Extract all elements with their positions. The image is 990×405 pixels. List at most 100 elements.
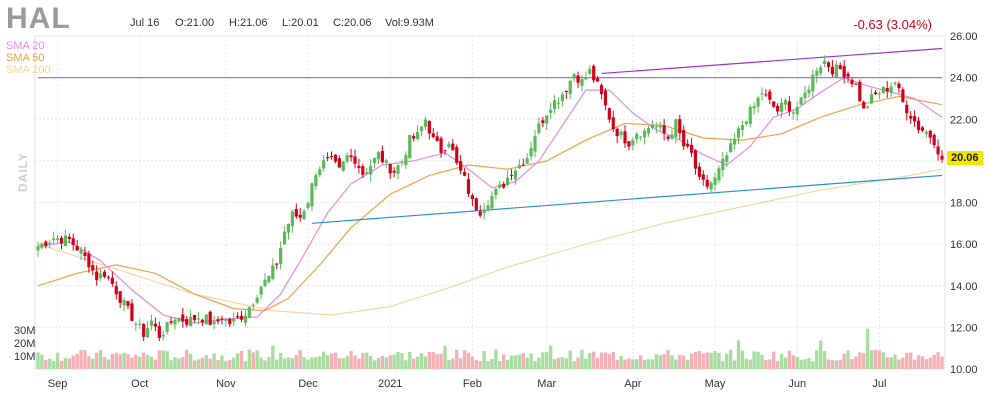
candle-body — [936, 146, 940, 155]
candle-body — [145, 328, 150, 338]
candle-body — [282, 231, 287, 245]
volume-bar — [869, 350, 874, 369]
candle-body — [325, 157, 330, 159]
volume-bar — [470, 356, 475, 369]
volume-bar — [494, 349, 498, 369]
volume-bar — [901, 357, 905, 369]
volume-bar — [114, 352, 118, 369]
trend-line-resistance — [601, 47, 943, 75]
candle-body — [552, 100, 557, 110]
candle-body — [877, 93, 881, 95]
volume-bar — [556, 357, 561, 369]
candle-body — [783, 100, 788, 105]
candle-body — [819, 67, 823, 74]
volume-bar — [388, 355, 392, 369]
volume-bar — [674, 359, 678, 369]
volume-bar — [318, 356, 322, 369]
volume-bar — [149, 356, 154, 369]
volume-bar — [517, 354, 522, 369]
volume-bar — [376, 357, 381, 369]
candle-body — [529, 148, 533, 157]
close-value: C:20.06 — [333, 17, 372, 29]
volume-bar — [568, 350, 572, 369]
candle-body — [247, 307, 251, 318]
candle-body — [760, 93, 764, 95]
volume-bar — [705, 352, 709, 369]
candle-body — [165, 322, 169, 332]
volume-bar — [756, 351, 760, 369]
period-label: DAILY — [16, 152, 30, 192]
candle-body — [560, 94, 564, 101]
volume-bar — [529, 353, 533, 369]
candle-body — [341, 161, 345, 171]
candle-body — [204, 314, 208, 324]
volume-bar — [423, 356, 428, 369]
candle-body — [721, 158, 725, 171]
candle-body — [736, 128, 741, 138]
candle-body — [830, 66, 835, 75]
volume-bar — [337, 358, 342, 369]
volume-bar — [772, 351, 776, 369]
volume-bar — [474, 360, 479, 369]
candle-body — [329, 155, 334, 157]
candle-body — [267, 275, 271, 283]
candle-body — [443, 150, 447, 152]
candle-body — [290, 211, 294, 227]
volume-bar — [306, 359, 310, 369]
volume-bar — [623, 359, 627, 369]
candle-body — [940, 155, 944, 160]
candle-body — [122, 299, 126, 306]
volume-bar — [247, 349, 252, 369]
candle-body — [52, 238, 56, 241]
candle-body — [642, 130, 647, 138]
volume-bar — [713, 350, 717, 369]
candle-body — [286, 223, 291, 233]
volume-bar — [537, 357, 541, 369]
candle-body — [920, 127, 925, 131]
candle-body — [36, 246, 40, 251]
volume-bar — [635, 359, 639, 369]
candle-body — [380, 151, 384, 163]
volume-bar — [71, 355, 75, 369]
price-change: -0.63 (3.04%) — [853, 17, 932, 32]
volume-bar — [541, 352, 545, 369]
candle-body — [862, 101, 866, 109]
candle-body — [502, 183, 506, 188]
volume-bar — [822, 350, 827, 369]
volume-bar — [380, 355, 385, 369]
volume-bar — [204, 355, 208, 369]
candle-body — [740, 125, 745, 131]
legend-sma200: SMA 200 — [6, 64, 51, 76]
x-tick-label: Nov — [216, 378, 236, 390]
candle-body — [521, 164, 525, 166]
candle-body — [157, 326, 161, 338]
candle-body — [126, 301, 130, 306]
volume-bar — [826, 359, 831, 369]
volume-bar — [361, 353, 365, 369]
volume-bar — [59, 360, 64, 369]
volume-bar — [145, 355, 150, 369]
volume-bar — [709, 352, 713, 369]
candle-body — [376, 152, 381, 160]
candle-body — [838, 65, 842, 70]
volume-bar — [192, 360, 197, 369]
candle-body — [302, 211, 306, 220]
candle-body — [384, 160, 388, 163]
candle-body — [365, 172, 369, 175]
volume-bar — [932, 354, 936, 369]
volume-bar — [638, 355, 643, 369]
candle-body — [306, 203, 310, 209]
volume-bar — [701, 353, 705, 369]
volume-bar — [728, 349, 733, 369]
volume-bar — [235, 353, 240, 369]
candle-body — [693, 150, 698, 169]
candle-body — [599, 85, 604, 95]
candle-body — [768, 91, 772, 100]
volume-bar — [75, 353, 79, 369]
volume-bar — [501, 354, 506, 369]
candle-body — [466, 179, 471, 194]
candle-body — [697, 166, 701, 177]
candle-body — [372, 157, 377, 163]
